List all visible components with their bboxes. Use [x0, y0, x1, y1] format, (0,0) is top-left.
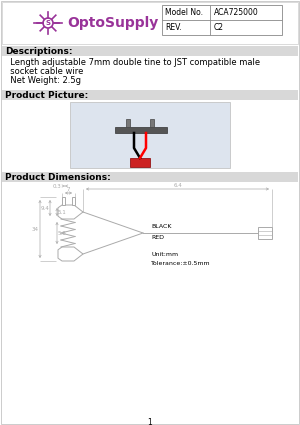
Polygon shape	[58, 247, 83, 261]
Text: Tolerance:±0.5mm: Tolerance:±0.5mm	[151, 261, 211, 266]
Bar	[115, 127, 167, 133]
Polygon shape	[58, 205, 83, 219]
Bar	[150, 119, 154, 127]
Text: Length adjustable 7mm double tine to JST compatible male: Length adjustable 7mm double tine to JST…	[5, 58, 260, 67]
Bar	[2, 90, 298, 100]
Bar	[2, 46, 298, 56]
Text: 5.1: 5.1	[58, 210, 67, 215]
Text: Product Dimensions:: Product Dimensions:	[5, 173, 111, 182]
Text: Unit:mm: Unit:mm	[151, 252, 178, 257]
Text: BLACK: BLACK	[151, 224, 172, 229]
Bar	[258, 227, 272, 239]
Text: 7: 7	[67, 187, 70, 192]
Bar	[62, 197, 65, 205]
Bar	[130, 158, 150, 167]
Text: REV.: REV.	[165, 23, 182, 32]
Bar	[126, 119, 130, 127]
Text: Product Picture:: Product Picture:	[5, 91, 88, 100]
Text: Descriptions:: Descriptions:	[5, 47, 73, 56]
Bar	[2, 172, 298, 182]
Text: 9.4: 9.4	[40, 206, 49, 210]
Text: C2: C2	[214, 23, 224, 32]
Text: socket cable wire: socket cable wire	[5, 67, 83, 76]
Text: Net Weight: 2.5g: Net Weight: 2.5g	[5, 76, 81, 85]
Text: ACA725000: ACA725000	[214, 8, 259, 17]
Text: 5.8: 5.8	[58, 230, 67, 235]
Text: RED: RED	[151, 235, 164, 240]
Bar	[2, 2, 298, 44]
Bar	[162, 5, 282, 35]
Text: 34: 34	[32, 227, 39, 232]
Text: 0.3: 0.3	[52, 184, 61, 189]
Text: OptoSupply: OptoSupply	[67, 16, 158, 30]
Text: Model No.: Model No.	[165, 8, 203, 17]
Bar	[72, 197, 75, 205]
Text: 6.4: 6.4	[173, 183, 182, 188]
Bar	[70, 102, 230, 168]
Text: S: S	[46, 20, 50, 26]
Text: 1: 1	[148, 418, 152, 425]
